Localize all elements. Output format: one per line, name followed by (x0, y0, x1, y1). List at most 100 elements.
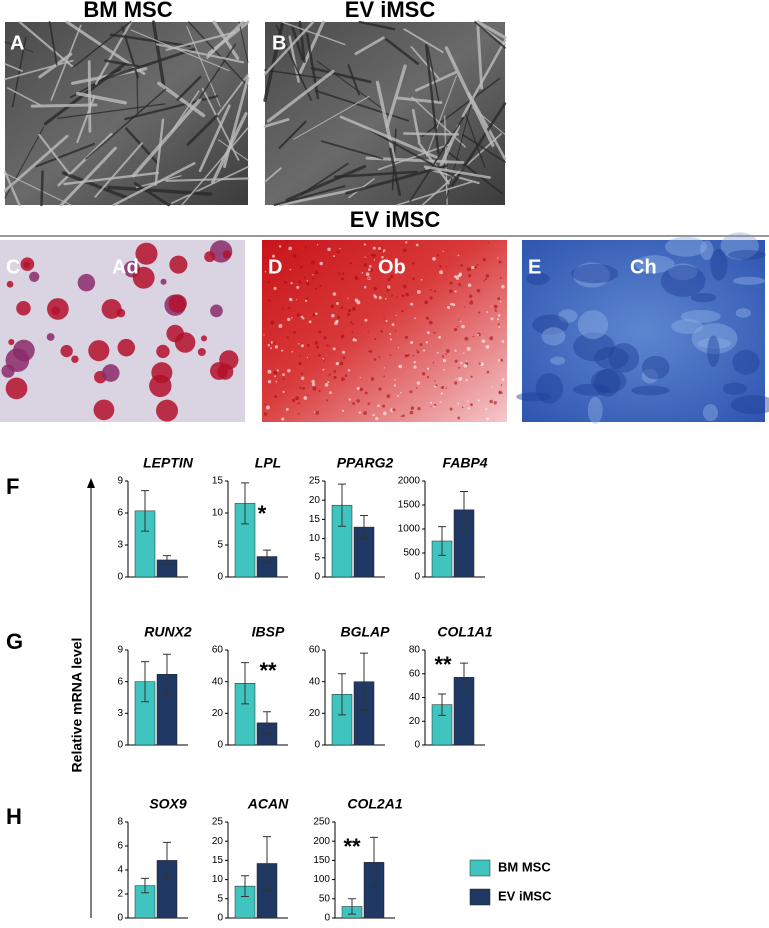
panel-label: Ch (630, 256, 657, 278)
texture (338, 272, 341, 275)
texture (449, 289, 453, 293)
texture (291, 398, 296, 403)
texture (474, 265, 478, 269)
texture (387, 285, 391, 289)
error-bar (438, 526, 446, 556)
texture (430, 405, 432, 408)
error-bar (163, 841, 171, 879)
texture (275, 380, 278, 383)
texture (1, 364, 15, 378)
texture (345, 164, 448, 195)
texture (311, 260, 315, 265)
texture (316, 244, 319, 246)
texture (263, 412, 268, 416)
y-tick-label: 0 (117, 740, 123, 751)
y-tick-label: 5 (217, 893, 223, 904)
texture (363, 285, 367, 289)
texture (445, 387, 447, 389)
texture (298, 343, 300, 345)
texture (284, 280, 287, 284)
texture (296, 285, 300, 289)
texture (267, 280, 271, 284)
texture (571, 263, 619, 284)
texture (409, 410, 414, 415)
y-tick-label: 60 (409, 668, 421, 679)
texture (291, 26, 304, 61)
texture (324, 383, 329, 387)
y-tick-label: 25 (212, 817, 224, 828)
texture (339, 361, 344, 366)
texture (302, 386, 306, 390)
texture (201, 87, 240, 161)
texture (342, 272, 345, 275)
texture (315, 411, 319, 415)
texture (292, 253, 297, 258)
texture (57, 132, 113, 187)
texture (327, 381, 330, 384)
texture (350, 321, 353, 324)
texture (535, 373, 564, 404)
texture (400, 415, 402, 418)
y-tick-label: 0 (314, 740, 320, 751)
texture (169, 255, 188, 274)
texture (295, 299, 297, 301)
texture (361, 272, 364, 274)
texture (333, 375, 337, 380)
y-tick-label: 20 (212, 708, 224, 719)
texture (304, 246, 307, 249)
error-bar (141, 877, 149, 894)
error-bar (241, 662, 249, 705)
texture (47, 298, 69, 320)
texture (428, 320, 433, 325)
texture (465, 378, 468, 382)
texture (274, 345, 279, 349)
texture (383, 411, 387, 416)
texture (457, 416, 461, 420)
texture (414, 317, 416, 319)
texture (594, 346, 629, 370)
texture (415, 243, 419, 247)
texture (312, 386, 317, 391)
texture (390, 294, 394, 297)
texture (432, 361, 435, 364)
legend-label: EV iMSC (498, 888, 552, 903)
texture (468, 294, 473, 298)
texture (454, 349, 457, 352)
texture (707, 335, 720, 368)
texture (3, 170, 21, 207)
texture (87, 60, 92, 133)
texture (471, 265, 475, 270)
texture (464, 336, 469, 341)
texture (441, 147, 504, 195)
texture (416, 381, 421, 385)
texture (411, 108, 421, 143)
texture (340, 377, 345, 382)
texture (59, 146, 117, 207)
texture (316, 345, 320, 349)
texture (463, 352, 465, 355)
texture (318, 330, 322, 334)
y-tick-label: 20 (309, 495, 321, 506)
chart-title: SOX9 (149, 796, 187, 812)
texture (419, 343, 423, 347)
texture (365, 272, 370, 277)
y-tick-label: 15 (212, 855, 224, 866)
texture (500, 358, 504, 362)
texture (322, 360, 325, 363)
error-bar (241, 875, 249, 897)
texture (344, 374, 348, 377)
texture (412, 277, 416, 281)
photos (0, 20, 769, 424)
texture (287, 317, 291, 322)
legend-swatch (469, 888, 491, 906)
texture (369, 265, 372, 268)
column-label: EV iMSC (345, 0, 436, 22)
texture (342, 356, 346, 360)
chart-title: COL1A1 (437, 624, 492, 640)
texture (440, 392, 443, 395)
y-tick-label: 3 (117, 708, 123, 719)
photo-d (262, 240, 507, 422)
texture (461, 406, 464, 409)
chart-title: PPARG2 (337, 455, 394, 471)
texture (336, 302, 339, 305)
